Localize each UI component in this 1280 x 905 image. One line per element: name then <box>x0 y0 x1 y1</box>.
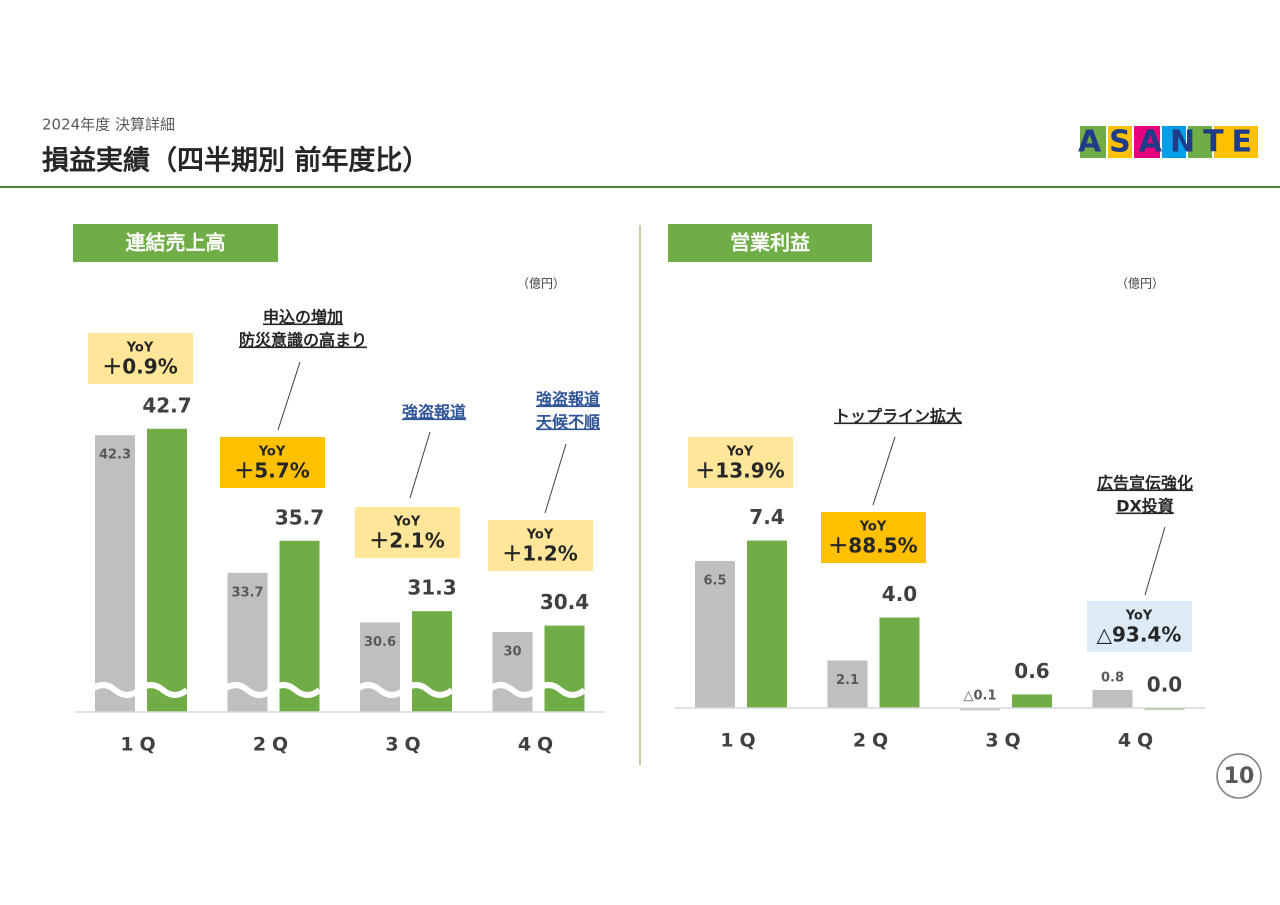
callout-text: トップライン拡大 <box>834 407 962 426</box>
value-label: 6.5 <box>703 573 726 588</box>
yoy-box <box>88 333 193 384</box>
yoy-value: △93.4% <box>1097 623 1182 647</box>
yoy-label: YoY <box>126 341 154 356</box>
x-tick-label: 2Q <box>853 730 894 752</box>
section-title: 営業利益 <box>730 231 810 255</box>
bar <box>827 660 868 708</box>
value-label: 33.7 <box>231 585 263 600</box>
yoy-value: ＋2.1% <box>369 529 444 553</box>
callout-text: 申込の増加 <box>263 308 343 327</box>
yoy-label: YoY <box>859 520 887 535</box>
value-label: 7.4 <box>749 505 784 529</box>
bar <box>747 540 787 708</box>
yoy-label: YoY <box>258 445 286 460</box>
value-label: 0.0 <box>1147 673 1182 697</box>
callout-line <box>409 431 431 499</box>
section-header <box>73 224 278 262</box>
section-header <box>668 224 872 262</box>
bar <box>1012 694 1052 708</box>
value-label: 0.6 <box>1014 659 1049 683</box>
yoy-value: ＋1.2% <box>502 542 577 566</box>
x-tick-label: 4Q <box>518 734 559 756</box>
callout-text: 広告宣伝強化 <box>1097 474 1193 493</box>
subtitle: 2024年度 決算詳細 <box>42 116 175 134</box>
callout-line <box>872 436 896 506</box>
yoy-value: ＋5.7% <box>234 459 309 483</box>
value-label: 31.3 <box>407 576 456 600</box>
callout-text: 強盗報道 <box>536 390 600 409</box>
value-label: 35.7 <box>275 505 324 529</box>
yoy-label: YoY <box>393 515 421 530</box>
bar <box>492 632 533 712</box>
x-tick-label: 3Q <box>385 734 426 756</box>
callout-text: 防災意識の高まり <box>239 331 367 350</box>
value-label: 2.1 <box>836 673 859 688</box>
bar <box>544 625 585 712</box>
unit-label: （億円） <box>517 277 565 291</box>
axis-break <box>89 682 189 698</box>
value-label: 30.6 <box>364 635 396 650</box>
page-number-circle <box>1216 753 1262 799</box>
section-title: 連結売上高 <box>126 231 226 255</box>
value-label: 42.7 <box>142 393 191 417</box>
x-tick-label: 1Q <box>720 730 761 752</box>
yoy-value: ＋88.5% <box>828 534 917 558</box>
yoy-label: YoY <box>726 445 754 460</box>
value-label: △0.1 <box>963 689 996 704</box>
yoy-box <box>821 512 926 563</box>
bar <box>95 435 135 712</box>
callout-line <box>1144 526 1166 596</box>
callout-text: DX投資 <box>1116 497 1174 516</box>
yoy-value: ＋13.9% <box>695 459 784 483</box>
bar <box>695 560 735 708</box>
callout-line <box>544 443 567 514</box>
yoy-box <box>1087 601 1192 652</box>
x-tick-label: 4Q <box>1118 730 1159 752</box>
value-label: 0.8 <box>1101 670 1124 685</box>
bar <box>147 428 187 712</box>
title: 損益実績（四半期別 前年度比） <box>42 145 429 177</box>
unit-label: （億円） <box>1116 277 1164 291</box>
x-tick-label: 1Q <box>120 734 161 756</box>
x-tick-label: 3Q <box>985 730 1026 752</box>
value-label: 30.4 <box>540 590 589 614</box>
yoy-box <box>355 507 460 558</box>
yoy-label: YoY <box>526 528 554 543</box>
callout-line <box>277 361 301 431</box>
axis-break <box>486 682 587 698</box>
axis-break <box>354 682 454 698</box>
bar <box>960 708 1000 711</box>
axis-break <box>221 682 322 698</box>
yoy-box <box>488 520 593 571</box>
x-tick-label: 2Q <box>253 734 294 756</box>
value-label: 30 <box>503 645 521 660</box>
logo-text: ASANTE <box>1078 125 1260 160</box>
yoy-box <box>688 437 793 488</box>
callout-text: 強盗報道 <box>402 403 466 422</box>
logo: ASANTE <box>1078 125 1260 160</box>
yoy-label: YoY <box>1125 609 1153 624</box>
callout-text: 天候不順 <box>536 413 601 432</box>
bar <box>879 617 920 708</box>
page-number: 10 <box>1224 764 1255 789</box>
yoy-box <box>220 437 325 488</box>
bar <box>1092 689 1133 708</box>
value-label: 4.0 <box>882 582 917 606</box>
yoy-value: ＋0.9% <box>102 355 177 379</box>
value-label: 42.3 <box>99 448 131 463</box>
